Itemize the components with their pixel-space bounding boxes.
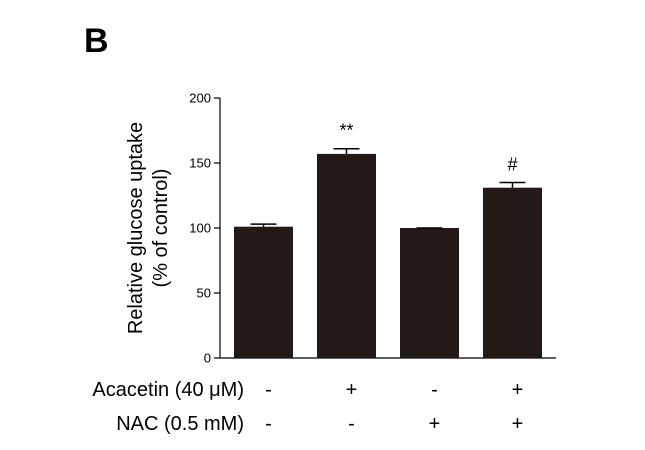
y-axis-label: Relative glucose uptake (% of control) <box>125 122 172 334</box>
bar-1 <box>234 226 293 358</box>
condition-2-sign-4: + <box>512 413 524 435</box>
condition-1-sign-1: - <box>265 379 272 401</box>
y-tick-label-3: 150 <box>189 156 211 171</box>
y-tick-label-1: 50 <box>197 286 211 301</box>
condition-1-sign-2: + <box>346 379 358 401</box>
condition-2-sign-3: + <box>429 413 441 435</box>
condition-1-sign-4: + <box>512 379 524 401</box>
condition-1-sign-3: - <box>431 379 438 401</box>
condition-2-sign-2: - <box>348 413 355 435</box>
axes: 0 50 100 150 200 <box>189 91 556 366</box>
y-tick-label-4: 200 <box>189 91 211 106</box>
condition-label-1: Acacetin (40 μM) <box>92 379 244 401</box>
significance-label-2: ** <box>339 121 353 141</box>
error-bar-4 <box>499 181 526 188</box>
bars: ** # <box>234 121 542 358</box>
y-axis-label-line-2: (% of control) <box>150 169 172 288</box>
significance-label-4: # <box>507 155 517 175</box>
bar-4 <box>483 187 542 358</box>
bar-2 <box>317 153 376 358</box>
error-bar-1 <box>250 223 277 227</box>
y-tick-label-2: 100 <box>189 221 211 236</box>
error-bar-2 <box>333 147 360 154</box>
y-tick-label-0: 0 <box>204 351 211 366</box>
y-axis-label-line-1: Relative glucose uptake <box>125 122 147 334</box>
condition-label-2: NAC (0.5 mM) <box>116 413 244 435</box>
panel-letter: B <box>84 22 109 60</box>
condition-table: Acacetin (40 μM) - + - +NAC (0.5 mM) - - + + <box>92 379 523 435</box>
condition-2-sign-1: - <box>265 413 272 435</box>
bar-3 <box>400 228 459 358</box>
